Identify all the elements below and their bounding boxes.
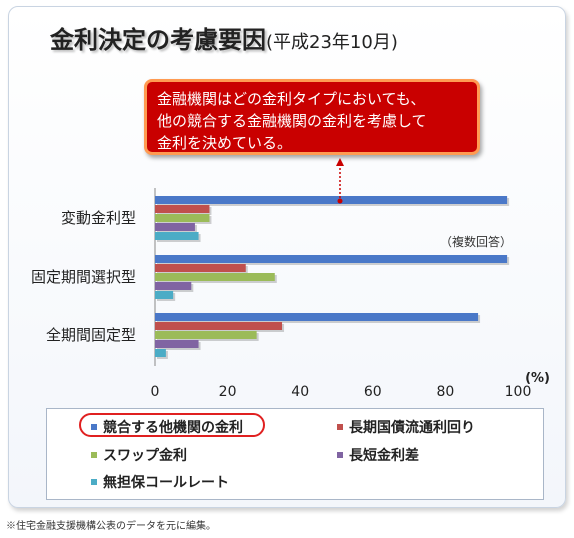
legend-label: 長期国債流通利回り	[349, 420, 475, 436]
callout-arrowhead	[336, 158, 344, 166]
x-tick-label: 60	[364, 384, 382, 400]
bar	[155, 291, 174, 299]
bar	[155, 255, 508, 263]
bar	[155, 282, 192, 290]
x-tick-label: 20	[219, 384, 237, 400]
footnote: ※住宅金融支援機構公表のデータを元に編集。	[6, 521, 216, 532]
unit-label: (%)	[525, 371, 550, 386]
legend-item-jgb-yield: 長期国債流通利回り	[337, 417, 475, 437]
bar	[155, 223, 195, 231]
x-tick-label: 0	[151, 384, 160, 400]
bar	[155, 214, 210, 222]
category-label: 全期間固定型	[46, 326, 136, 344]
note-label: （複数回答）	[440, 234, 512, 249]
legend-swatch	[337, 424, 343, 430]
callout-line: 他の競合する金融機関の金利を考慮して	[157, 112, 427, 130]
legend-label: 長短金利差	[349, 448, 419, 464]
title-main: 金利決定の考慮要因	[50, 26, 266, 54]
callout-line: 金融機関はどの金利タイプにおいても、	[157, 90, 426, 108]
category-label: 固定期間選択型	[31, 268, 136, 286]
bar	[155, 340, 199, 348]
category-label: 変動金利型	[61, 209, 136, 227]
bar	[155, 196, 508, 204]
legend-label: 競合する他機関の金利	[103, 420, 243, 436]
legend: 競合する他機関の金利 長期国債流通利回り スワップ金利 長短金利差 無担保コール…	[46, 408, 544, 500]
bar	[155, 349, 166, 357]
legend-item-call-rate: 無担保コールレート	[91, 472, 229, 492]
legend-item-yield-spread: 長短金利差	[337, 445, 419, 465]
chart-title: 金利決定の考慮要因(平成23年10月)	[50, 20, 398, 55]
bar	[155, 331, 257, 339]
legend-label: スワップ金利	[103, 448, 187, 464]
title-sub: (平成23年10月)	[266, 32, 398, 53]
x-tick-label: 100	[505, 384, 532, 400]
x-tick-label: 80	[436, 384, 454, 400]
legend-swatch	[91, 452, 97, 458]
bar	[155, 313, 479, 321]
callout-box: 金融機関はどの金利タイプにおいても、 他の競合する金融機関の金利を考慮して 金利…	[144, 79, 480, 155]
legend-item-competitor-rate: 競合する他機関の金利	[91, 417, 243, 437]
bar	[155, 273, 275, 281]
legend-label: 無担保コールレート	[103, 475, 229, 491]
bar	[155, 264, 246, 272]
legend-item-swap-rate: スワップ金利	[91, 445, 187, 465]
bar	[155, 232, 199, 240]
x-tick-label: 40	[291, 384, 309, 400]
bar	[155, 322, 283, 330]
callout-anchor-dot	[337, 198, 343, 204]
legend-swatch	[337, 452, 343, 458]
legend-highlight-ring	[79, 413, 265, 437]
legend-swatch	[91, 479, 97, 485]
legend-swatch	[91, 424, 97, 430]
bar	[155, 205, 210, 213]
callout-line: 金利を決めている。	[157, 134, 293, 152]
